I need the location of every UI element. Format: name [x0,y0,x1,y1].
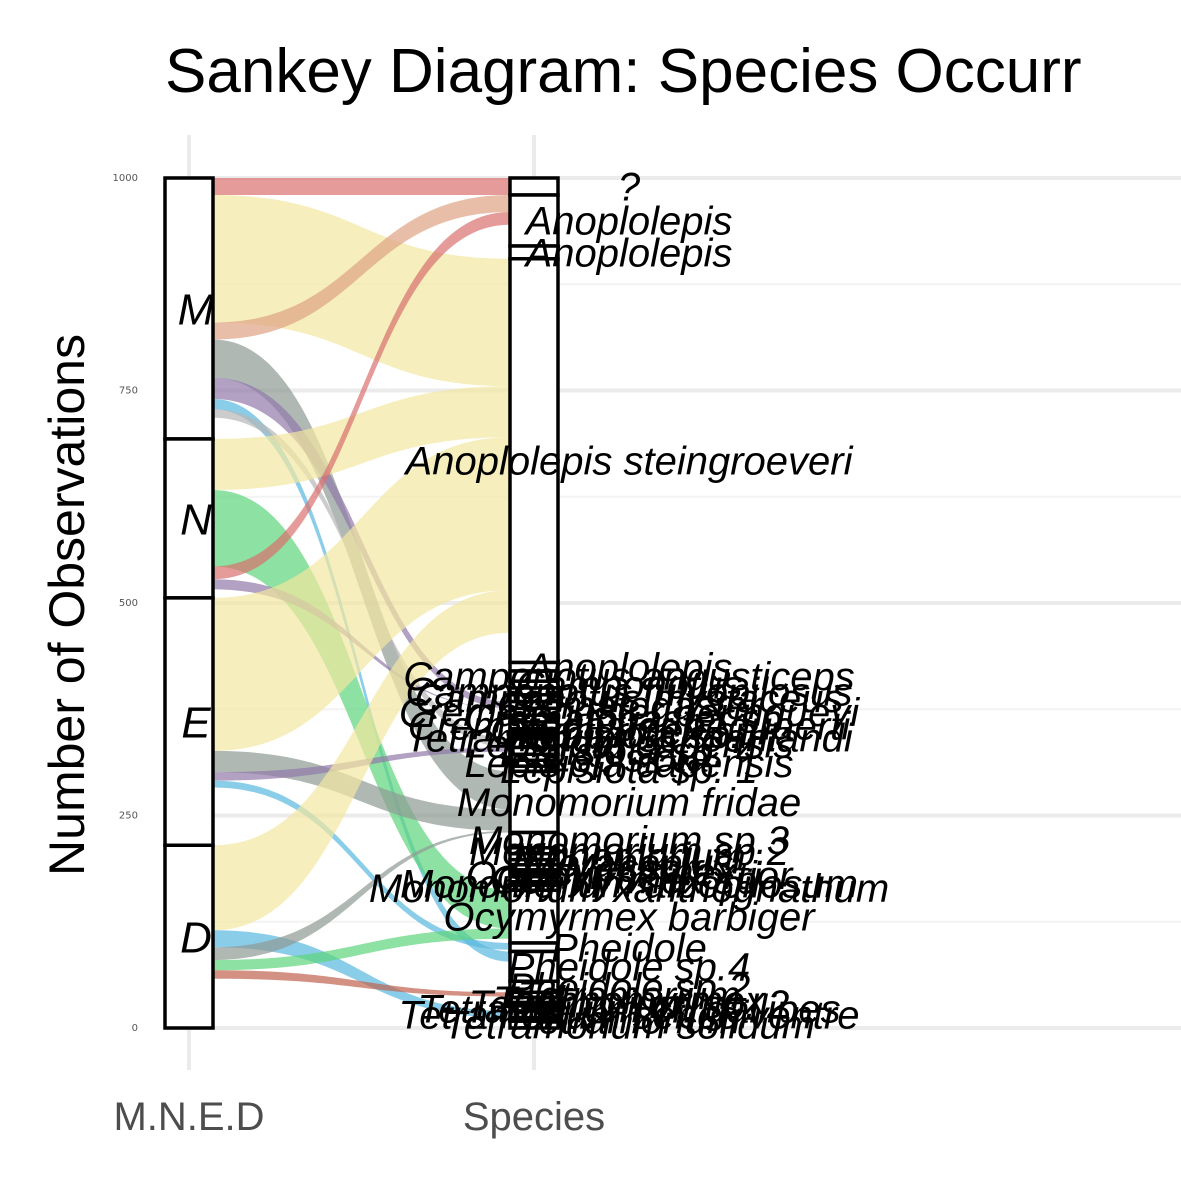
flow-band [213,399,510,962]
flow-band [213,928,510,971]
y-tick-label: 750 [119,386,138,397]
stratum-right-label: Anoplolepis [524,646,733,690]
stratum-right-label: Ocymyrmex [522,851,737,895]
stratum-right-label: Meranoplus [524,841,733,885]
flow-band [213,830,510,960]
stratum-right [508,1019,560,1030]
stratum-left-label: N [180,495,212,544]
stratum-right-label: Lepisiota sp. 1 [500,748,758,792]
stratum-left-label: D [180,914,212,963]
stratum-right-label: Ocymyrmex sp. [490,858,768,902]
chart-title: Sankey Diagram: Species Occurr [165,37,1082,106]
stratum-right-label: Tetramorium schoenlandi [405,716,854,760]
stratum-left-label: E [181,699,211,748]
stratum-right-label: Tetramorium [517,974,740,1018]
stratum-right-label: Monomorium [512,836,745,880]
stratum-right-label: Tetramorium [517,999,740,1043]
stratum-right-label: Crematogaster [497,684,763,728]
stratum-right-label: Pheidole [551,926,707,970]
flow-band [213,970,510,997]
stratum-right-label: Lepisiota [549,736,709,780]
flow-layer [213,178,510,1018]
stratum-right-label: Lepisiota sp. 4 [500,730,758,774]
stratum-right-label: Anoplolepis steingroeveri [404,440,854,484]
stratum-left [163,437,215,600]
stratum-right-label: Camponotus fulvopilosus [406,670,853,714]
stratum-right-label: Monomorium fridae [457,781,802,825]
stratum-left [163,843,215,1030]
stratum-right [508,769,560,835]
flow-band [213,386,510,490]
flow-band [213,930,510,1018]
stratum-right [508,176,560,197]
stratum-right-label: Tetramorium sp. 2 [469,983,790,1027]
stratum-right-label: Crematogaster bequaerti [408,704,852,748]
flow-band [213,195,510,340]
stratum-right-label: Camponotus mystaceus [414,677,843,721]
flow-band [213,178,510,195]
y-tick-label: 250 [119,811,138,822]
stratum-right-label: Anoplolepis [524,200,733,244]
stratum-right-label: Ocymyrmex barbiger [443,896,816,940]
flow-band [213,195,510,387]
stratum-right-label: Pheidole sp.2 [508,966,750,1010]
x-tick-label: Species [463,1095,605,1139]
stratum-right-label: Crematogaster sp. [464,698,793,742]
stratum-left [163,176,215,441]
flow-band [213,780,510,950]
stratum-right-label: Monomorium albopilosum [400,863,858,907]
stratum-right-label: Camponotus [516,664,743,708]
stratum-right-label: Messor [563,846,696,890]
strata-layer [163,176,560,1030]
stratum-right-label: Tetramorium solidum [443,1004,815,1048]
stratum-right-label: Lepisiota capensis [464,722,793,766]
stratum-right-label: Tetramorium sericeiventre [399,993,860,1037]
stratum-right-label: Monomorium xanthognathum [369,867,889,911]
stratum-right-label: Ocymyrmex sp. [490,710,768,754]
stratum-right-label: Monomorium sp.2 [469,830,789,874]
stratum-right-label: ? [618,166,641,210]
x-tick-label: M.N.E.D [113,1095,264,1139]
stratum-right-label: Camponotus angusticeps [403,655,854,699]
stratum-right-label: Anoplolepis [524,231,733,275]
stratum-right-label: Technomyrmex [493,979,767,1023]
y-tick-label: 0 [132,1023,138,1034]
stratum-left-label: M [178,285,215,334]
stratum-right-label: Crematogaster peringueyi [399,691,860,735]
stratum-right-label: Lepisiota capensis [464,742,793,786]
stratum-right-label: Pheidole sp.4 [508,945,750,989]
stratum-right-label: Tetramorium cf. gallipes [417,987,840,1031]
flow-band [213,590,510,931]
y-tick-label: 500 [119,598,138,609]
flow-band [213,212,510,580]
stratum-right-label: Ocymyrmex fortior [466,854,794,898]
y-tick-label: 1000 [113,173,138,184]
stratum-right-label: Monomorium sp.3 [469,819,789,863]
flow-band [213,437,510,751]
y-axis-title: Number of Observations [39,334,95,876]
stratum-right-label: Lepisiota sp. [517,713,742,757]
